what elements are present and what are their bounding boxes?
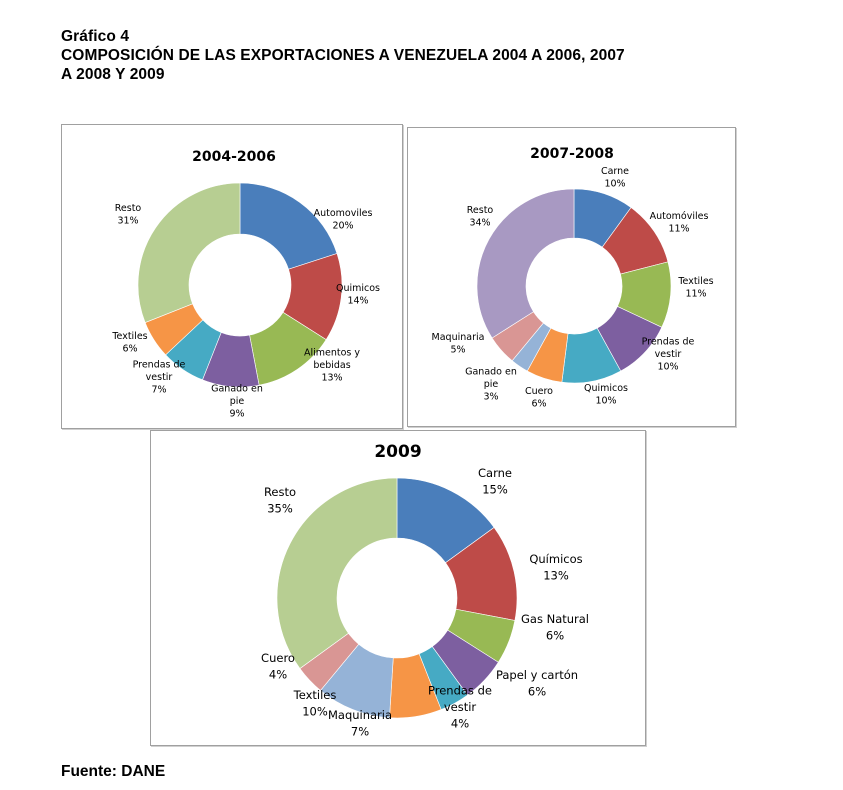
data-label-category: Cuero [525,386,553,397]
slice-automoviles [239,182,338,270]
doughnut-chart-2004-2006: 2004-2006 Automoviles 20% Quimicos 14% Alime… [111,149,380,420]
data-label-category: Textiles [293,688,337,702]
data-label-category: Quimicos [336,283,380,294]
data-label: Automoviles 20% [314,208,373,232]
data-label-category: Resto [467,205,494,216]
data-label: Carne 10% [601,166,629,190]
data-label-category: Ganado en [211,384,263,395]
data-label: Quimicos 10% [584,383,628,407]
data-label: Textiles 6% [111,331,147,355]
data-label-percent: 3% [483,392,498,403]
data-label-category: Prendas de [133,360,186,371]
data-label: Quimicos 14% [336,283,380,307]
data-label-category: Carne [601,166,629,177]
data-label-category: bebidas [313,360,350,371]
data-label-percent: 6% [122,343,137,354]
data-label-percent: 4% [269,667,287,681]
data-label-percent: 13% [321,373,342,384]
doughnut-chart-2009: 2009 Carne 15%Químicos 13%Gas Natural 6%Pap… [261,442,589,739]
slice-resto [137,182,241,323]
data-label-percent: 6% [528,684,546,698]
data-label: Prendas de vestir 7% [133,360,186,396]
data-label-category: Resto [264,485,296,499]
data-label-percent: 35% [267,501,293,515]
data-label-category: Textiles [677,276,713,287]
document-title: Gráfico 4 COMPOSICIÓN DE LAS EXPORTACION… [61,27,761,84]
data-label-percent: 6% [531,398,546,409]
data-label-category: Quimicos [584,383,628,394]
data-label-category: Carne [478,466,512,480]
data-label-percent: 7% [351,724,369,738]
title-line-2: A 2008 Y 2009 [61,66,165,83]
chart-title: 2007-2008 [530,146,614,162]
data-label-percent: 11% [668,223,689,234]
data-label-category: Cuero [261,651,295,665]
data-label-category: Maquinaria [328,708,392,722]
data-label-category: Prendas de [642,337,695,348]
data-label: Cuero 4% [261,651,295,682]
data-label-category: vestir [444,700,477,714]
data-label-category: vestir [146,372,173,383]
data-label-percent: 9% [229,409,244,420]
data-label-percent: 20% [332,220,353,231]
data-label: Prendas de vestir 10% [642,337,695,373]
source-note: Fuente: DANE [61,763,166,780]
chart-2009: 2009 Carne 15% Químicos 13% Gas Natural 6% Pap… [150,430,646,746]
slice-resto [476,188,575,339]
data-label-percent: 11% [685,288,706,299]
data-label-category: Alimentos y [304,348,360,359]
data-label: Gas Natural 6% [521,612,589,643]
data-label-category: Papel y cartón [496,668,578,682]
data-label-category: Maquinaria [432,332,485,343]
data-label-category: pie [230,396,245,407]
data-label-percent: 5% [450,344,465,355]
data-label-percent: 10% [595,395,616,406]
chart-title: 2004-2006 [192,149,276,165]
data-label-category: Químicos [529,552,582,566]
title-line-1: COMPOSICIÓN DE LAS EXPORTACIONES A VENEZ… [61,47,625,64]
data-label-percent: 13% [543,568,569,582]
data-label-percent: 31% [117,215,138,226]
data-label-category: Resto [115,203,142,214]
data-label-percent: 14% [347,295,368,306]
data-label: Químicos 13% [529,552,582,583]
data-label-category: pie [484,379,499,390]
data-label-percent: 10% [302,704,328,718]
data-label: Carne 15% [478,466,512,497]
data-label-category: Automóviles [650,211,709,222]
data-label: Resto 34% [467,205,494,229]
chart-title: 2009 [374,442,421,462]
data-label: Textiles 11% [677,276,713,300]
data-label-category: Prendas de [428,684,492,698]
doughnut-chart-2007-2008: 2007-2008 Carne 10%Automóviles 11%Textiles… [432,146,714,410]
data-label: Resto 31% [115,203,142,227]
data-label: Maquinaria 5% [432,332,485,356]
data-label: Automóviles 11% [650,211,709,235]
data-label: Maquinaria 7% [328,708,392,739]
chart-2004-2006: 2004-2006 Automoviles 20% Quimicos 14% Alime… [61,124,403,429]
figure-number: Gráfico 4 [61,28,130,45]
slice-resto [276,477,398,669]
data-label-category: Gas Natural [521,612,589,626]
data-label: Alimentos y bebidas 13% [304,348,360,384]
data-label-percent: 34% [469,217,490,228]
data-label-percent: 10% [604,178,625,189]
data-label-percent: 6% [546,628,564,642]
data-label-percent: 7% [151,385,166,396]
data-label: Prendas de vestir 4% [428,684,492,731]
data-label-percent: 10% [657,362,678,373]
data-label-category: Textiles [111,331,147,342]
data-label: Papel y cartón 6% [496,668,578,699]
data-label-percent: 4% [451,717,469,731]
data-label-percent: 15% [482,482,508,496]
data-label: Resto 35% [264,485,296,516]
data-label: Ganado en pie 9% [211,384,263,420]
data-label: Textiles 10% [293,688,337,719]
data-label: Cuero 6% [525,386,553,410]
data-label: Ganado en pie 3% [465,367,517,403]
data-label-category: vestir [655,349,682,360]
data-label-category: Ganado en [465,367,517,378]
data-label-category: Automoviles [314,208,373,219]
chart-2007-2008: 2007-2008 Carne 10% Automóviles 11% Textiles… [407,127,736,427]
